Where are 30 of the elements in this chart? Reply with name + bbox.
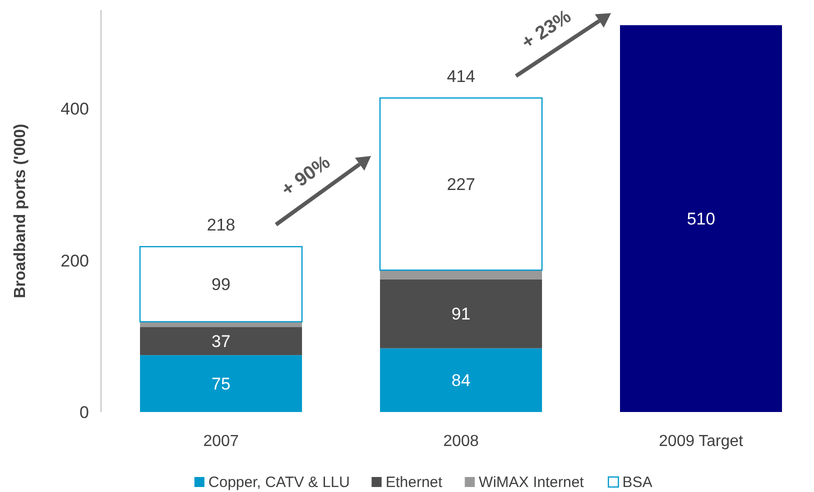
y-tick-label: 0	[80, 402, 89, 422]
bar	[140, 327, 302, 356]
y-tick-label: 200	[60, 251, 89, 270]
data-label: 37	[212, 332, 230, 352]
data-label: 75	[212, 374, 230, 394]
y-tick-label: 400	[60, 100, 89, 119]
data-label: 84	[452, 371, 470, 390]
x-tick-label: 2009 Target	[658, 433, 744, 450]
legend-label: BSA	[622, 474, 652, 491]
data-label: 510	[686, 210, 716, 229]
bar	[380, 279, 542, 348]
legend-label: Ethernet	[386, 474, 444, 491]
annotation: + 23%	[518, 6, 576, 54]
bar	[380, 348, 542, 412]
bar	[139, 246, 303, 322]
total-label: 218	[206, 216, 236, 235]
bar	[380, 270, 542, 280]
data-label: 99	[212, 275, 230, 294]
total-label: 414	[446, 66, 476, 86]
legend-label: WiMAX Internet	[478, 474, 585, 491]
bar	[379, 97, 543, 271]
bar	[140, 355, 302, 412]
data-label: 91	[452, 304, 470, 324]
x-tick-label: 2008	[443, 433, 479, 450]
annotation: + 90%	[278, 152, 334, 201]
data-label: 227	[446, 175, 476, 194]
y-axis-title: Broadband ports ('000)	[12, 124, 29, 298]
legend-label: Copper, CATV & LLU	[208, 474, 350, 491]
bar	[620, 25, 782, 412]
x-tick-label: 2007	[203, 433, 239, 450]
